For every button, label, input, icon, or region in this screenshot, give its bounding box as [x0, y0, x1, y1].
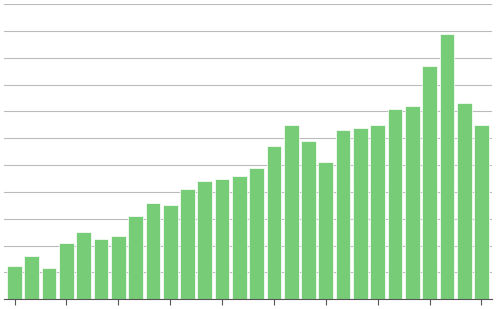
Bar [94, 239, 108, 299]
Bar [422, 66, 437, 299]
Bar [24, 256, 39, 299]
Bar [76, 232, 91, 299]
Bar [439, 34, 454, 299]
Bar [249, 168, 264, 299]
Bar [405, 106, 420, 299]
Bar [336, 130, 351, 299]
Bar [266, 146, 281, 299]
Bar [284, 125, 299, 299]
Bar [7, 266, 22, 299]
Bar [128, 216, 143, 299]
Bar [371, 125, 385, 299]
Bar [42, 268, 57, 299]
Bar [180, 189, 195, 299]
Bar [145, 203, 160, 299]
Bar [318, 163, 333, 299]
Bar [163, 205, 178, 299]
Bar [215, 179, 230, 299]
Bar [353, 128, 368, 299]
Bar [301, 141, 316, 299]
Bar [59, 243, 74, 299]
Bar [197, 181, 212, 299]
Bar [457, 104, 472, 299]
Bar [111, 236, 125, 299]
Bar [474, 125, 489, 299]
Bar [232, 176, 247, 299]
Bar [388, 109, 402, 299]
